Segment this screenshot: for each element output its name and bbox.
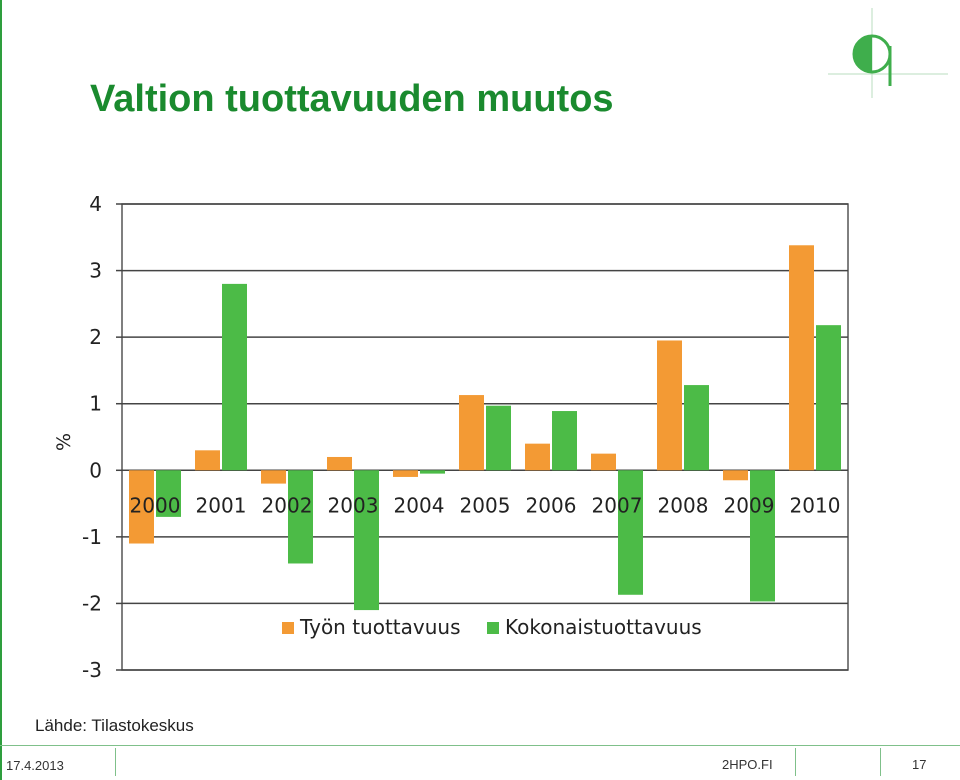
bar-tyon-tuottavuus-2006 bbox=[525, 443, 550, 471]
slide-title: Valtion tuottavuuden muutos bbox=[90, 78, 614, 120]
x-tick-label: 2008 bbox=[658, 493, 709, 517]
company-logo bbox=[828, 8, 948, 98]
footer-divider bbox=[0, 745, 960, 746]
bar-kokonaistuottavuus-2003 bbox=[354, 470, 379, 611]
bar-tyon-tuottavuus-2004 bbox=[393, 470, 418, 477]
bar-tyon-tuottavuus-2002 bbox=[261, 470, 286, 484]
bar-tyon-tuottavuus-2003 bbox=[327, 456, 352, 471]
x-tick-label: 2009 bbox=[724, 493, 775, 517]
productivity-bar-chart: 4 3 2 1 0 -1 -2 -3% 2000 2001 2002 2003 2004 2005 2006… bbox=[53, 192, 849, 682]
y-tick-label: -2 bbox=[82, 591, 102, 615]
y-tick-label: -1 bbox=[82, 525, 102, 549]
bar-kokonaistuottavuus-2002 bbox=[288, 470, 313, 564]
y-tick-label: 3 bbox=[89, 259, 102, 283]
bar-kokonaistuottavuus-2008 bbox=[684, 385, 709, 471]
x-tick-label: 2006 bbox=[526, 493, 577, 517]
footer-separator bbox=[795, 748, 796, 776]
legend-label: Kokonaistuottavuus bbox=[505, 615, 702, 639]
footer-date: 17.4.2013 bbox=[6, 758, 64, 773]
footer-separator bbox=[880, 748, 881, 776]
y-tick-label: 0 bbox=[89, 458, 102, 482]
x-tick-label: 2007 bbox=[592, 493, 643, 517]
x-tick-label: 2002 bbox=[262, 493, 313, 517]
bar-kokonaistuottavuus-2010 bbox=[816, 325, 841, 471]
legend-swatch bbox=[487, 622, 499, 634]
bar-kokonaistuottavuus-2004 bbox=[420, 470, 445, 474]
x-tick-label: 2001 bbox=[196, 493, 247, 517]
y-tick-label: -3 bbox=[82, 658, 102, 682]
y-axis-label: % bbox=[53, 433, 75, 451]
bar-tyon-tuottavuus-2010 bbox=[789, 245, 814, 471]
x-tick-label: 2005 bbox=[460, 493, 511, 517]
bar-tyon-tuottavuus-2001 bbox=[195, 450, 220, 471]
x-tick-label: 2003 bbox=[328, 493, 379, 517]
x-tick-label: 2000 bbox=[130, 493, 181, 517]
footer-separator bbox=[115, 748, 116, 776]
left-accent-rule bbox=[0, 0, 2, 780]
bar-kokonaistuottavuus-2000 bbox=[156, 470, 181, 517]
bar-tyon-tuottavuus-2000 bbox=[129, 470, 154, 544]
x-tick-label: 2004 bbox=[394, 493, 445, 517]
bar-tyon-tuottavuus-2008 bbox=[657, 340, 682, 471]
bar-kokonaistuottavuus-2001 bbox=[222, 283, 247, 471]
source-note: Lähde: Tilastokeskus bbox=[35, 716, 194, 735]
legend-swatch bbox=[282, 622, 294, 634]
bar-kokonaistuottavuus-2006 bbox=[552, 411, 577, 471]
bar-tyon-tuottavuus-2009 bbox=[723, 470, 748, 481]
bar-kokonaistuottavuus-2009 bbox=[750, 470, 775, 602]
bar-tyon-tuottavuus-2007 bbox=[591, 453, 616, 471]
bar-kokonaistuottavuus-2007 bbox=[618, 470, 643, 595]
legend-label: Työn tuottavuus bbox=[299, 615, 461, 639]
y-tick-label: 2 bbox=[89, 325, 102, 349]
footer-site: 2HPO.FI bbox=[722, 757, 773, 772]
page-number: 17 bbox=[912, 757, 927, 772]
x-tick-label: 2010 bbox=[790, 493, 841, 517]
bar-tyon-tuottavuus-2005 bbox=[459, 395, 484, 471]
y-tick-label: 1 bbox=[89, 392, 102, 416]
bar-kokonaistuottavuus-2005 bbox=[486, 405, 511, 471]
y-tick-label: 4 bbox=[89, 192, 102, 216]
